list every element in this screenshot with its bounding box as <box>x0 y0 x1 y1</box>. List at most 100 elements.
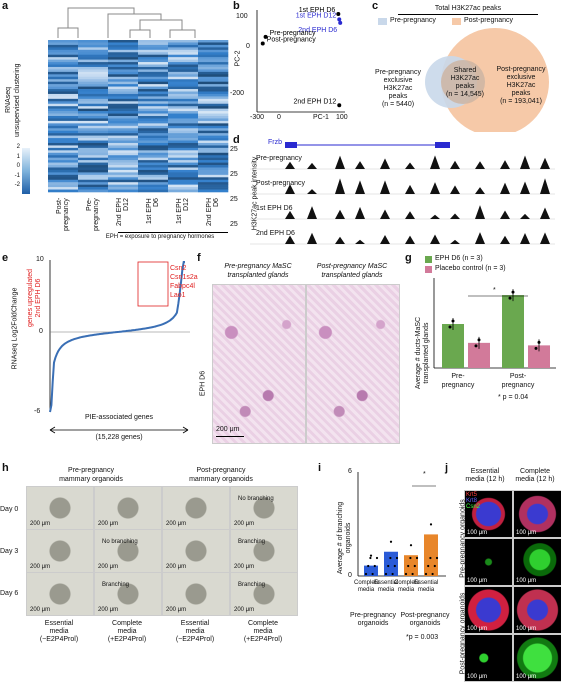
heatmap-cell <box>168 62 199 65</box>
colorbar-tick: -1 <box>14 172 20 179</box>
colorbar-tick: 1 <box>16 153 20 160</box>
data-point <box>367 564 370 568</box>
ducts-bar <box>442 324 464 368</box>
heatmap-cell <box>168 125 199 129</box>
heatmap-cell <box>78 147 109 151</box>
heatmap-cell <box>48 69 79 73</box>
i-ytick: 6 <box>348 468 352 475</box>
pca-point-label: 1st EPH D6 <box>299 7 336 14</box>
heatmap-cell <box>168 59 199 63</box>
heatmap-cell <box>168 120 199 124</box>
heatmap-cell <box>138 52 169 56</box>
heatmap-cell <box>48 160 79 163</box>
organoid-image: 200 μm <box>94 572 162 616</box>
heatmap-cell <box>198 162 229 166</box>
heatmap-cell <box>168 133 199 136</box>
heatmap-cell <box>78 69 109 73</box>
heatmap-cell <box>138 157 169 161</box>
heatmap-cell <box>108 54 139 58</box>
heatmap-cell <box>198 152 229 156</box>
heatmap-cell <box>138 179 169 183</box>
g-group-label: Post- pregnancy <box>501 373 535 389</box>
heatmap-cell <box>168 76 199 80</box>
legend-swatch-eph <box>425 256 432 263</box>
heatmap-cell <box>138 133 169 136</box>
data-point <box>537 340 541 344</box>
heatmap-cell <box>108 101 139 105</box>
heatmap-cell <box>198 52 229 56</box>
data-point <box>364 572 368 576</box>
heatmap-column-label: 1st EPH D12 <box>176 198 190 224</box>
heatmap-cell <box>138 174 169 178</box>
heatmap-cell <box>78 76 109 80</box>
heatmap-cell <box>198 160 229 163</box>
heatmap-cell <box>48 79 79 82</box>
heatmap-cell <box>198 116 229 119</box>
legend-label-post: Post-pregnancy <box>464 17 514 24</box>
heatmap-cell <box>78 84 109 87</box>
heatmap-cell <box>138 81 169 85</box>
pca-point <box>263 34 268 39</box>
gene-name: Frzb <box>268 139 282 146</box>
heatmap-cell <box>138 147 169 151</box>
heatmap-cell <box>48 113 79 117</box>
heatmap-cell <box>78 66 109 70</box>
heatmap-cell <box>168 101 199 105</box>
organoid-image: 200 μm <box>26 572 94 616</box>
heatmap-cell <box>78 64 109 68</box>
organoid-image: 200 μm <box>230 486 298 530</box>
text-line: Pre-pregnancy <box>375 69 421 76</box>
heatmap-cell <box>198 130 229 134</box>
scale-label: 100 μm <box>467 530 488 536</box>
text-line: Shared <box>453 67 477 74</box>
heatmap-cell <box>48 167 79 171</box>
e-xlabel: PIE-associated genes <box>84 414 154 421</box>
pca-point <box>337 17 342 22</box>
heatmap-cell <box>48 135 79 139</box>
heatmap-cell <box>168 184 199 188</box>
heatmap-cell <box>138 54 169 58</box>
heatmap-cell <box>78 98 109 102</box>
panel-label-e: e <box>2 252 9 264</box>
heatmap-cell <box>48 66 79 70</box>
heatmap-cell <box>138 106 169 109</box>
scale-label: 200 μm <box>30 564 51 570</box>
gene-label: Lao1 <box>170 292 186 299</box>
text-line: peaks <box>511 90 531 97</box>
heatmap-cell <box>198 179 229 183</box>
heatmap-cell <box>108 76 139 80</box>
heatmap-cell <box>198 62 229 65</box>
data-point <box>387 564 390 568</box>
heatmap-cell <box>138 96 169 100</box>
venn-right-label: Post-pregnancy exclusive H3K27ac peaks (n = … <box>488 66 554 106</box>
organoid-annotation: Branching <box>238 539 266 545</box>
scale-label: 200 μm <box>234 564 255 570</box>
organoid-annotation: Branching <box>238 582 266 588</box>
heatmap-cell <box>78 103 109 107</box>
g-pvalue: * p = 0.04 <box>498 394 529 401</box>
eph-footnote: EPH = exposure to pregnancy hormones <box>105 234 215 240</box>
track-signal <box>250 178 555 195</box>
heatmap-cell <box>108 187 139 190</box>
branching-bar <box>404 555 418 576</box>
heatmap-cell <box>198 103 229 107</box>
heatmap-cell <box>168 93 199 97</box>
heatmap-cell <box>78 189 109 193</box>
heatmap-cell <box>138 120 169 124</box>
scale-label: 200 μm <box>30 521 51 527</box>
heatmap-cell <box>78 106 109 109</box>
e-ylabel-red: genes upregulated 2nd EPH D6 <box>27 269 42 327</box>
pca-point <box>337 103 342 108</box>
heatmap-cell <box>48 89 79 92</box>
data-point <box>474 344 478 348</box>
heatmap-cell <box>168 111 199 114</box>
i-group2-label: Post-pregnancy organoids <box>400 612 450 627</box>
scale-label: 200 μm <box>98 521 119 527</box>
heatmap-cell <box>198 140 229 144</box>
heatmap-cell <box>198 89 229 92</box>
heatmap-cell <box>108 189 139 193</box>
heatmap-cell <box>198 81 229 85</box>
heatmap-cell <box>198 59 229 63</box>
heatmap-cell <box>48 96 79 100</box>
scale-label: 100 μm <box>516 674 537 680</box>
